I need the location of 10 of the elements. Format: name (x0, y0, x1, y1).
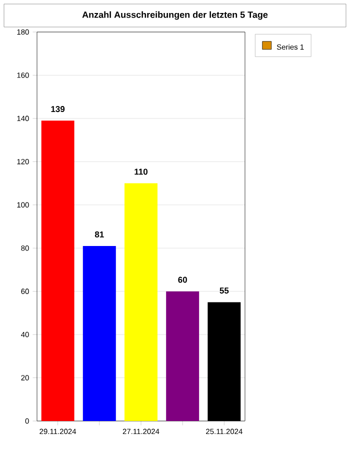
bar (82, 246, 116, 421)
data-label: 60 (178, 276, 187, 283)
data-label: 81 (94, 231, 104, 238)
bar (124, 183, 158, 421)
bar (166, 291, 200, 421)
bar (41, 120, 74, 421)
data-label: 139 (51, 106, 65, 112)
chart-title: Anzahl Ausschreibungen der letzten 5 Tage (82, 11, 268, 20)
data-label: 55 (220, 288, 229, 294)
data-label: 110 (134, 168, 148, 175)
